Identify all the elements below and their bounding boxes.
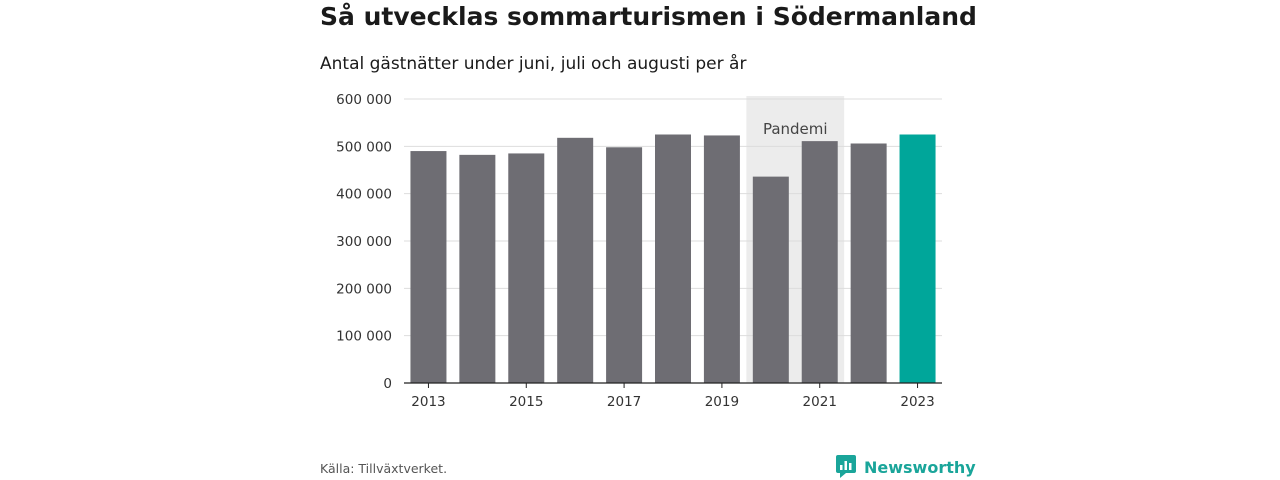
bar-2020 <box>752 176 789 383</box>
x-tick-label: 2013 <box>411 394 445 410</box>
y-tick-label: 500 000 <box>336 139 392 155</box>
x-tick-label: 2023 <box>900 394 934 410</box>
bar-2016 <box>557 137 594 383</box>
bar-2023 <box>899 134 936 383</box>
y-tick-label: 600 000 <box>336 92 392 108</box>
y-tick-label: 100 000 <box>336 329 392 345</box>
x-tick-label: 2019 <box>705 394 739 410</box>
bar-2014 <box>459 154 496 383</box>
bar-2018 <box>655 134 691 383</box>
bar-2021 <box>801 141 838 383</box>
x-tick-label: 2015 <box>509 394 543 410</box>
pandemic-label: Pandemi <box>763 120 828 138</box>
chart-subtitle: Antal gästnätter under juni, juli och au… <box>320 54 747 74</box>
brand-logo: Newsworthy <box>836 455 976 479</box>
y-tick-label: 200 000 <box>336 281 392 297</box>
x-tick-label: 2021 <box>803 394 837 410</box>
bar-2017 <box>606 147 643 383</box>
y-tick-label: 400 000 <box>336 187 392 203</box>
newsworthy-logo-icon <box>836 455 856 478</box>
bar-2013 <box>410 151 447 383</box>
source-note: Källa: Tillväxtverket. <box>320 461 448 476</box>
chart-title: Så utvecklas sommarturismen i Södermanla… <box>320 2 977 31</box>
x-tick-label: 2017 <box>607 394 641 410</box>
y-tick-label: 300 000 <box>336 234 392 250</box>
brand-name: Newsworthy <box>864 457 976 477</box>
bar-2022 <box>850 143 887 383</box>
y-tick-label: 0 <box>383 376 392 392</box>
bar-2015 <box>508 153 545 383</box>
bar-2019 <box>703 135 740 383</box>
